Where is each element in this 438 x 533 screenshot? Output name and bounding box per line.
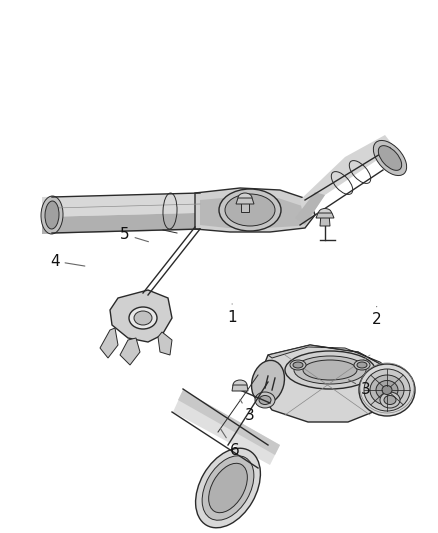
Polygon shape bbox=[110, 290, 172, 342]
Ellipse shape bbox=[219, 189, 281, 231]
Ellipse shape bbox=[208, 463, 247, 513]
Polygon shape bbox=[268, 345, 388, 368]
Text: 2: 2 bbox=[372, 306, 381, 327]
Ellipse shape bbox=[378, 146, 402, 171]
Ellipse shape bbox=[354, 360, 370, 370]
Polygon shape bbox=[158, 332, 172, 355]
Ellipse shape bbox=[45, 201, 59, 229]
Polygon shape bbox=[195, 188, 315, 232]
Polygon shape bbox=[120, 338, 140, 365]
Polygon shape bbox=[258, 345, 392, 422]
Ellipse shape bbox=[357, 362, 367, 368]
Ellipse shape bbox=[134, 311, 152, 325]
Polygon shape bbox=[100, 328, 118, 358]
Text: 1: 1 bbox=[227, 304, 237, 325]
Polygon shape bbox=[295, 192, 325, 225]
Polygon shape bbox=[241, 200, 249, 212]
Polygon shape bbox=[178, 390, 280, 455]
Ellipse shape bbox=[251, 360, 284, 403]
Ellipse shape bbox=[294, 356, 366, 384]
Polygon shape bbox=[200, 196, 308, 228]
Ellipse shape bbox=[238, 193, 252, 203]
Text: 6: 6 bbox=[220, 429, 239, 458]
Ellipse shape bbox=[373, 141, 406, 175]
Ellipse shape bbox=[129, 307, 157, 329]
Ellipse shape bbox=[255, 392, 275, 408]
Ellipse shape bbox=[285, 351, 375, 389]
Ellipse shape bbox=[359, 364, 415, 416]
Ellipse shape bbox=[384, 395, 396, 405]
Ellipse shape bbox=[196, 448, 261, 528]
Polygon shape bbox=[316, 213, 334, 218]
Text: 4: 4 bbox=[50, 254, 85, 269]
Ellipse shape bbox=[382, 385, 392, 394]
Polygon shape bbox=[300, 135, 395, 225]
Ellipse shape bbox=[293, 362, 303, 368]
Ellipse shape bbox=[376, 381, 398, 400]
Text: 3: 3 bbox=[240, 399, 254, 423]
Polygon shape bbox=[173, 390, 280, 465]
Polygon shape bbox=[42, 213, 195, 234]
Ellipse shape bbox=[290, 360, 306, 370]
Ellipse shape bbox=[41, 196, 63, 234]
Ellipse shape bbox=[225, 194, 275, 226]
Text: 3: 3 bbox=[349, 379, 371, 397]
Polygon shape bbox=[42, 193, 195, 217]
Polygon shape bbox=[232, 385, 248, 391]
Ellipse shape bbox=[303, 360, 357, 380]
Ellipse shape bbox=[202, 456, 254, 520]
Polygon shape bbox=[236, 198, 254, 204]
Polygon shape bbox=[320, 214, 330, 226]
Ellipse shape bbox=[233, 380, 247, 390]
Ellipse shape bbox=[318, 208, 332, 217]
Ellipse shape bbox=[364, 369, 410, 411]
Text: 5: 5 bbox=[120, 227, 148, 242]
Ellipse shape bbox=[370, 375, 404, 405]
Ellipse shape bbox=[380, 392, 400, 408]
Ellipse shape bbox=[259, 395, 271, 405]
